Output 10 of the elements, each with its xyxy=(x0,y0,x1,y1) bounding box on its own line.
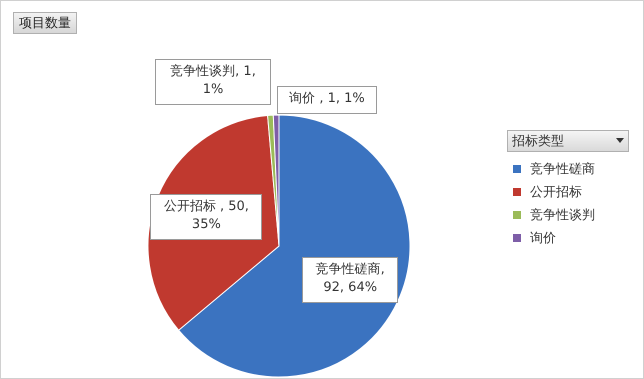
data-label: 询价 , 1, 1% xyxy=(277,86,377,114)
legend-label: 竞争性磋商 xyxy=(530,161,595,178)
data-label: 竞争性谈判, 1, 1% xyxy=(155,59,271,105)
chart-title: 项目数量 xyxy=(13,12,77,34)
data-label: 公开招标 , 50, 35% xyxy=(150,194,262,240)
legend-title: 招标类型 xyxy=(512,132,564,150)
legend-label: 询价 xyxy=(530,230,556,247)
legend-label: 竞争性谈判 xyxy=(530,207,595,224)
legend-label: 公开招标 xyxy=(530,184,582,201)
data-label: 竞争性磋商, 92, 64% xyxy=(302,257,398,304)
